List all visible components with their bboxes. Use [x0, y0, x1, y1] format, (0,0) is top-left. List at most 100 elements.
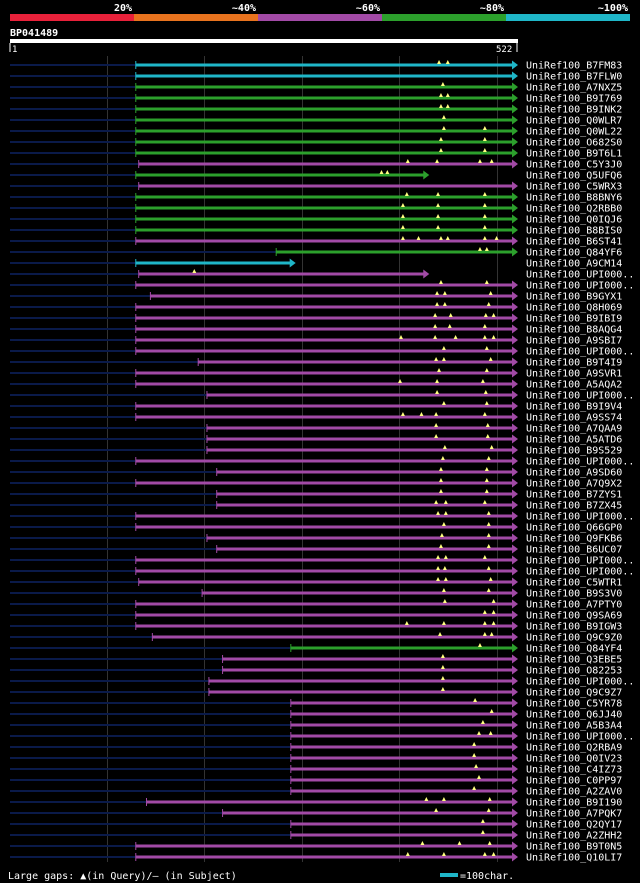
hit-row[interactable]: UniRef100_C0PP97 — [10, 775, 622, 787]
hit-label[interactable]: UniRef100_A7NXZ5 — [526, 83, 622, 94]
hit-row[interactable]: UniRef100_A2ZHH2 — [10, 830, 622, 842]
hit-label[interactable]: UniRef100_B8BNY6 — [526, 193, 622, 204]
hit-label[interactable]: UniRef100_Q5UFQ6 — [526, 171, 622, 182]
hit-row[interactable]: UniRef100_Q0WLR7 — [10, 115, 622, 127]
hit-row[interactable]: UniRef100_Q10LI7 — [10, 852, 622, 864]
hit-row[interactable]: UniRef100_B9IBI9 — [10, 313, 622, 325]
hit-row[interactable]: UniRef100_A7PTY0 — [10, 599, 622, 611]
hit-label[interactable]: UniRef100_B7ZX45 — [526, 501, 622, 512]
hit-row[interactable]: UniRef100_B7ZX45 — [10, 500, 622, 512]
hit-label[interactable]: UniRef100_Q0WL22 — [526, 127, 622, 138]
hit-label[interactable]: UniRef100_C5WRX3 — [526, 182, 622, 193]
hit-label[interactable]: UniRef100_B9GYX1 — [526, 292, 622, 303]
hit-row[interactable]: UniRef100_A9SBI7 — [10, 335, 622, 347]
hit-label[interactable]: UniRef100_B9IBI9 — [526, 314, 622, 325]
hit-row[interactable]: UniRef100_C5YR78 — [10, 698, 622, 710]
hit-row[interactable]: UniRef100_B7ZYS1 — [10, 489, 622, 501]
hit-row[interactable]: UniRef100_Q2RBB0 — [10, 203, 622, 215]
hit-row[interactable]: UniRef100_B9I190 — [10, 797, 622, 809]
hit-label[interactable]: UniRef100_A7Q9X2 — [526, 479, 622, 490]
hit-row[interactable]: UniRef100_A7QAA9 — [10, 423, 622, 435]
hit-row[interactable]: UniRef100_A9SD60 — [10, 467, 622, 479]
hit-label[interactable]: UniRef100_A5ATD6 — [526, 435, 622, 446]
hit-label[interactable]: UniRef100_UPI000.. — [526, 281, 634, 292]
hit-label[interactable]: UniRef100_Q2RBA9 — [526, 743, 622, 754]
hit-row[interactable]: UniRef100_B9INK2 — [10, 104, 622, 116]
hit-row[interactable]: UniRef100_A7Q9X2 — [10, 478, 622, 490]
hit-label[interactable]: UniRef100_Q9C9Z0 — [526, 633, 622, 644]
hit-row[interactable]: UniRef100_UPI000.. — [10, 731, 634, 743]
hit-row[interactable]: UniRef100_UPI000.. — [10, 269, 634, 281]
hit-row[interactable]: UniRef100_O82253 — [10, 665, 622, 677]
hit-label[interactable]: UniRef100_A2ZAV0 — [526, 787, 622, 798]
hit-label[interactable]: UniRef100_Q9SA69 — [526, 611, 622, 622]
hit-row[interactable]: UniRef100_Q9C9Z7 — [10, 687, 622, 699]
hit-label[interactable]: UniRef100_Q0WLR7 — [526, 116, 622, 127]
hit-row[interactable]: UniRef100_Q9FKB6 — [10, 533, 622, 545]
hit-row[interactable]: UniRef100_B9IGW3 — [10, 621, 622, 633]
hit-label[interactable]: UniRef100_C5WTR1 — [526, 578, 622, 589]
hit-label[interactable]: UniRef100_Q10LI7 — [526, 853, 622, 864]
hit-label[interactable]: UniRef100_Q0IQJ6 — [526, 215, 622, 226]
hit-label[interactable]: UniRef100_Q9FKB6 — [526, 534, 622, 545]
hit-row[interactable]: UniRef100_B7FLW0 — [10, 71, 622, 83]
hit-label[interactable]: UniRef100_UPI000.. — [526, 347, 634, 358]
hit-row[interactable]: UniRef100_A7PQK7 — [10, 808, 622, 820]
hit-row[interactable]: UniRef100_B9S529 — [10, 445, 622, 457]
hit-row[interactable]: UniRef100_UPI000.. — [10, 346, 634, 358]
hit-label[interactable]: UniRef100_UPI000.. — [526, 677, 634, 688]
hit-label[interactable]: UniRef100_Q84YF4 — [526, 644, 622, 655]
hit-row[interactable]: UniRef100_A9CM14 — [10, 258, 622, 270]
hit-label[interactable]: UniRef100_A5B3A4 — [526, 721, 622, 732]
hit-row[interactable]: UniRef100_Q9C9Z0 — [10, 632, 622, 644]
hit-row[interactable]: UniRef100_Q84YF6 — [10, 247, 622, 259]
hit-row[interactable]: UniRef100_B6ST41 — [10, 236, 622, 248]
hit-label[interactable]: UniRef100_Q8H069 — [526, 303, 622, 314]
hit-label[interactable]: UniRef100_A9CM14 — [526, 259, 622, 270]
hit-row[interactable]: UniRef100_Q9SA69 — [10, 610, 622, 622]
hit-label[interactable]: UniRef100_A9SVR1 — [526, 369, 622, 380]
hit-label[interactable]: UniRef100_Q66GP0 — [526, 523, 622, 534]
hit-label[interactable]: UniRef100_UPI000.. — [526, 732, 634, 743]
hit-label[interactable]: UniRef100_B9I769 — [526, 94, 622, 105]
hit-label[interactable]: UniRef100_B9S529 — [526, 446, 622, 457]
hit-label[interactable]: UniRef100_C0PP97 — [526, 776, 622, 787]
hit-row[interactable]: UniRef100_Q84YF4 — [10, 643, 622, 655]
hit-label[interactable]: UniRef100_B9T0N5 — [526, 842, 622, 853]
hit-row[interactable]: UniRef100_UPI000.. — [10, 390, 634, 402]
hit-row[interactable]: UniRef100_A9SS74 — [10, 412, 622, 424]
hit-label[interactable]: UniRef100_UPI000.. — [526, 567, 634, 578]
hit-row[interactable]: UniRef100_UPI000.. — [10, 456, 634, 468]
hit-row[interactable]: UniRef100_UPI000.. — [10, 676, 634, 688]
hit-row[interactable]: UniRef100_B8AQG4 — [10, 324, 622, 336]
hit-row[interactable]: UniRef100_Q8H069 — [10, 302, 622, 314]
hit-row[interactable]: UniRef100_B9GYX1 — [10, 291, 622, 303]
hit-label[interactable]: UniRef100_B9IGW3 — [526, 622, 622, 633]
hit-row[interactable]: UniRef100_B9T0N5 — [10, 841, 622, 853]
hit-row[interactable]: UniRef100_C5Y3J0 — [10, 159, 622, 171]
hit-label[interactable]: UniRef100_A7PTY0 — [526, 600, 622, 611]
hit-row[interactable]: UniRef100_Q66GP0 — [10, 522, 622, 534]
hit-label[interactable]: UniRef100_Q2RBB0 — [526, 204, 622, 215]
hit-label[interactable]: UniRef100_A9SD60 — [526, 468, 622, 479]
hit-label[interactable]: UniRef100_Q2QY17 — [526, 820, 622, 831]
hit-label[interactable]: UniRef100_B7FLW0 — [526, 72, 622, 83]
hit-label[interactable]: UniRef100_B9T6L1 — [526, 149, 622, 160]
hit-row[interactable]: UniRef100_UPI000.. — [10, 555, 634, 567]
hit-label[interactable]: UniRef100_B8BIS0 — [526, 226, 622, 237]
hit-label[interactable]: UniRef100_Q9C9Z7 — [526, 688, 622, 699]
hit-row[interactable]: UniRef100_Q6JJ40 — [10, 709, 622, 721]
hit-row[interactable]: UniRef100_A5B3A4 — [10, 720, 622, 732]
hit-row[interactable]: UniRef100_B8BIS0 — [10, 225, 622, 237]
hit-label[interactable]: UniRef100_UPI000.. — [526, 391, 634, 402]
hit-row[interactable]: UniRef100_UPI000.. — [10, 566, 634, 578]
hit-label[interactable]: UniRef100_C4IZ73 — [526, 765, 622, 776]
hit-row[interactable]: UniRef100_C5WRX3 — [10, 181, 622, 193]
hit-label[interactable]: UniRef100_Q6JJ40 — [526, 710, 622, 721]
hit-row[interactable]: UniRef100_B6UC07 — [10, 544, 622, 556]
hit-row[interactable]: UniRef100_Q5UFQ6 — [10, 170, 622, 182]
hit-label[interactable]: UniRef100_A7QAA9 — [526, 424, 622, 435]
hit-row[interactable]: UniRef100_Q2QY17 — [10, 819, 622, 831]
hit-label[interactable]: UniRef100_UPI000.. — [526, 270, 634, 281]
hit-label[interactable]: UniRef100_A2ZHH2 — [526, 831, 622, 842]
